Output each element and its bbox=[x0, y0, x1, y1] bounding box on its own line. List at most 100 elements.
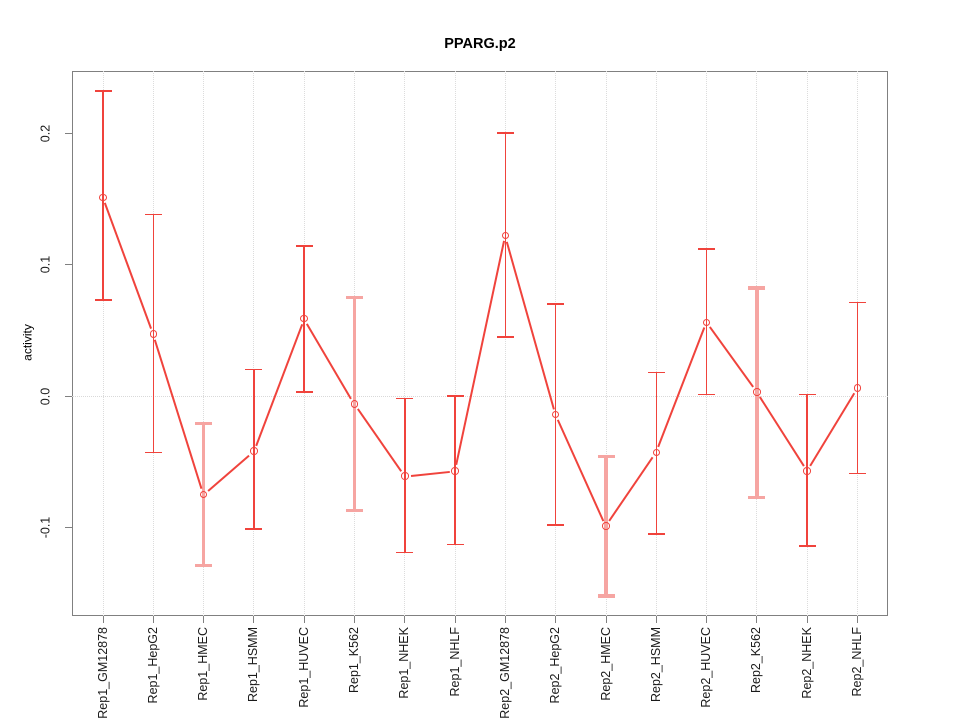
error-bar-cap bbox=[94, 90, 112, 92]
zero-line bbox=[72, 395, 888, 397]
y-tick-label: 0.0 bbox=[38, 387, 53, 405]
y-axis-label: activity bbox=[20, 324, 35, 361]
error-bar-cap bbox=[446, 543, 464, 546]
x-tick-label: Rep1_K562 bbox=[347, 627, 361, 694]
x-tick-label: Rep2_HUVEC bbox=[699, 627, 714, 708]
data-point bbox=[451, 467, 459, 475]
chart-title: PPARG.p2 bbox=[444, 36, 516, 52]
data-point bbox=[300, 314, 308, 323]
error-bar-cap bbox=[698, 393, 716, 396]
x-axis-tick bbox=[454, 616, 456, 623]
error-bar-cap bbox=[396, 397, 414, 400]
x-tick-label: Rep2_K562 bbox=[749, 627, 764, 694]
error-bar-cap bbox=[798, 393, 816, 396]
error-bar-cap bbox=[295, 391, 313, 393]
x-tick-label: Rep1_GM12878 bbox=[95, 627, 110, 719]
error-bar-cap bbox=[144, 451, 162, 454]
x-tick-label: Rep1_NHLF bbox=[447, 627, 462, 697]
error-bar-cap bbox=[94, 299, 112, 301]
grid-line-vertical bbox=[454, 71, 456, 616]
error-bar-cap bbox=[446, 395, 464, 397]
error-bar-cap bbox=[144, 213, 162, 216]
x-tick-label: Rep1_HepG2 bbox=[145, 627, 160, 704]
x-axis-tick bbox=[655, 616, 657, 623]
data-point bbox=[602, 522, 610, 530]
y-tick-label: -0.1 bbox=[38, 516, 53, 539]
grid-line-vertical bbox=[806, 71, 808, 616]
data-point bbox=[401, 472, 409, 480]
x-axis-tick bbox=[504, 616, 506, 623]
error-bar-cap bbox=[245, 368, 263, 371]
x-tick-label: Rep1_HUVEC bbox=[296, 627, 311, 708]
data-point bbox=[199, 490, 208, 499]
error-bar-cap bbox=[346, 508, 363, 513]
x-tick-label: Rep2_NHLF bbox=[850, 627, 864, 697]
x-axis-tick bbox=[806, 616, 808, 623]
error-bar-cap bbox=[346, 295, 363, 300]
error-bar-cap bbox=[798, 545, 816, 547]
y-axis-tick bbox=[65, 527, 72, 528]
error-bar-cap bbox=[195, 563, 213, 568]
error-bar-cap bbox=[698, 247, 716, 250]
error-bar-cap bbox=[597, 454, 615, 459]
y-axis-tick bbox=[65, 132, 72, 134]
x-tick-label: Rep2_HepG2 bbox=[548, 627, 563, 704]
grid-line-vertical bbox=[203, 71, 205, 616]
data-point bbox=[652, 448, 661, 457]
error-bar-cap bbox=[748, 286, 766, 290]
x-tick-label: Rep2_HMEC bbox=[598, 627, 613, 701]
data-point bbox=[350, 400, 359, 408]
x-tick-label: Rep2_HSMM bbox=[648, 627, 663, 703]
error-bar-cap bbox=[647, 533, 665, 535]
data-point bbox=[853, 384, 862, 392]
grid-line-vertical bbox=[102, 71, 104, 616]
error-bar-cap bbox=[496, 336, 514, 338]
data-point bbox=[702, 318, 711, 327]
grid-line-vertical bbox=[404, 71, 406, 616]
data-point bbox=[250, 447, 258, 455]
data-point bbox=[551, 410, 560, 419]
error-bar-cap bbox=[547, 524, 565, 526]
x-axis-tick bbox=[404, 616, 406, 623]
x-axis-tick bbox=[605, 616, 607, 623]
x-axis-tick bbox=[756, 616, 758, 623]
x-axis-tick bbox=[303, 616, 305, 623]
y-tick-label: 0.2 bbox=[38, 124, 53, 142]
error-bar-cap bbox=[195, 421, 213, 426]
y-tick-label: 0.1 bbox=[38, 255, 53, 274]
error-bar-cap bbox=[849, 472, 866, 475]
error-bar-cap bbox=[597, 594, 615, 598]
x-axis-tick bbox=[203, 616, 205, 623]
data-point bbox=[753, 388, 761, 396]
y-axis-tick bbox=[65, 395, 72, 397]
x-tick-label: Rep2_GM12878 bbox=[497, 627, 512, 719]
error-bar-cap bbox=[547, 303, 565, 305]
x-axis-tick bbox=[857, 616, 858, 623]
x-tick-label: Rep1_HMEC bbox=[196, 627, 211, 701]
data-point bbox=[501, 231, 510, 240]
x-axis-tick bbox=[152, 616, 154, 623]
plot-box bbox=[72, 71, 888, 616]
error-bar-cap bbox=[496, 132, 514, 134]
x-axis-tick bbox=[706, 616, 708, 623]
error-bar-cap bbox=[748, 495, 766, 499]
error-bar-cap bbox=[849, 301, 866, 304]
error-bar-cap bbox=[295, 245, 313, 247]
x-axis-tick bbox=[555, 616, 557, 623]
grid-line-vertical bbox=[504, 71, 506, 616]
error-bar-cap bbox=[647, 371, 665, 374]
x-tick-label: Rep1_HSMM bbox=[246, 627, 261, 703]
grid-line-vertical bbox=[605, 71, 607, 616]
y-axis-tick bbox=[65, 264, 72, 265]
data-point bbox=[803, 467, 811, 475]
x-tick-label: Rep1_NHEK bbox=[397, 627, 412, 699]
grid-line-vertical bbox=[253, 71, 255, 616]
error-bar-cap bbox=[396, 551, 414, 554]
x-axis-tick bbox=[354, 616, 355, 623]
data-point bbox=[99, 193, 107, 202]
x-axis-tick bbox=[253, 616, 255, 623]
x-tick-label: Rep2_NHEK bbox=[799, 627, 814, 699]
x-axis-tick bbox=[102, 616, 104, 623]
grid-line-vertical bbox=[655, 71, 657, 616]
